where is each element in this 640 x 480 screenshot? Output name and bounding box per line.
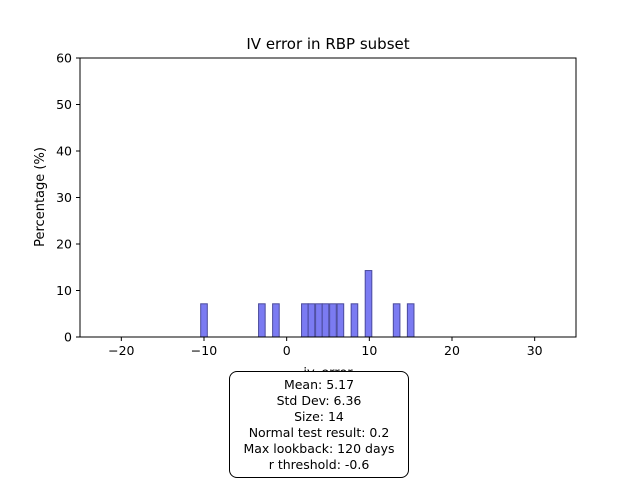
histogram-bar — [406, 303, 415, 338]
plot-frame — [79, 57, 577, 338]
histogram-bar — [258, 303, 266, 338]
stat-max-lookback: Max lookback: 120 days — [243, 441, 395, 456]
x-tick-label: 30 — [527, 343, 543, 358]
stat-mean: Mean: 5.17 — [283, 377, 355, 392]
histogram-bar — [350, 303, 359, 338]
y-tick-label: 60 — [56, 51, 72, 66]
stats-box: Mean: 5.17 Std Dev: 6.36 Size: 14 Normal… — [229, 371, 409, 478]
stat-size: Size: 14 — [294, 409, 344, 424]
x-tick-label: 0 — [283, 343, 291, 358]
y-tick-label: 30 — [56, 190, 72, 205]
histogram-bar — [272, 303, 280, 338]
histogram-bar — [321, 303, 330, 338]
histogram-bar — [301, 303, 309, 338]
y-tick-label: 40 — [56, 144, 72, 159]
y-tick-label: 0 — [64, 330, 72, 345]
x-tick-label: −20 — [108, 343, 134, 358]
x-tick-label: −10 — [191, 343, 217, 358]
histogram-bar — [329, 303, 337, 338]
stat-normal-test: Normal test result: 0.2 — [248, 425, 390, 440]
histogram-bar — [392, 303, 401, 338]
y-tick-label: 20 — [56, 237, 72, 252]
histogram-bar — [336, 303, 345, 338]
x-tick-label: 10 — [361, 343, 377, 358]
histogram-bar — [307, 303, 316, 338]
chart-title: IV error in RBP subset — [246, 35, 409, 53]
y-tick-label: 50 — [56, 97, 72, 112]
histogram-bar — [315, 303, 323, 338]
x-tick-label: 20 — [444, 343, 460, 358]
x-axis: −20 −10 0 10 20 30 — [108, 337, 543, 358]
y-axis-label: Percentage (%) — [33, 147, 48, 247]
histogram-bar — [200, 303, 208, 338]
bars-group — [200, 270, 415, 338]
histogram-bar — [364, 270, 373, 338]
stat-std-dev: Std Dev: 6.36 — [276, 393, 362, 408]
y-tick-label: 10 — [56, 283, 72, 298]
y-axis: 0 10 20 30 40 50 60 — [56, 51, 80, 345]
stat-r-threshold: r threshold: -0.6 — [268, 457, 370, 472]
